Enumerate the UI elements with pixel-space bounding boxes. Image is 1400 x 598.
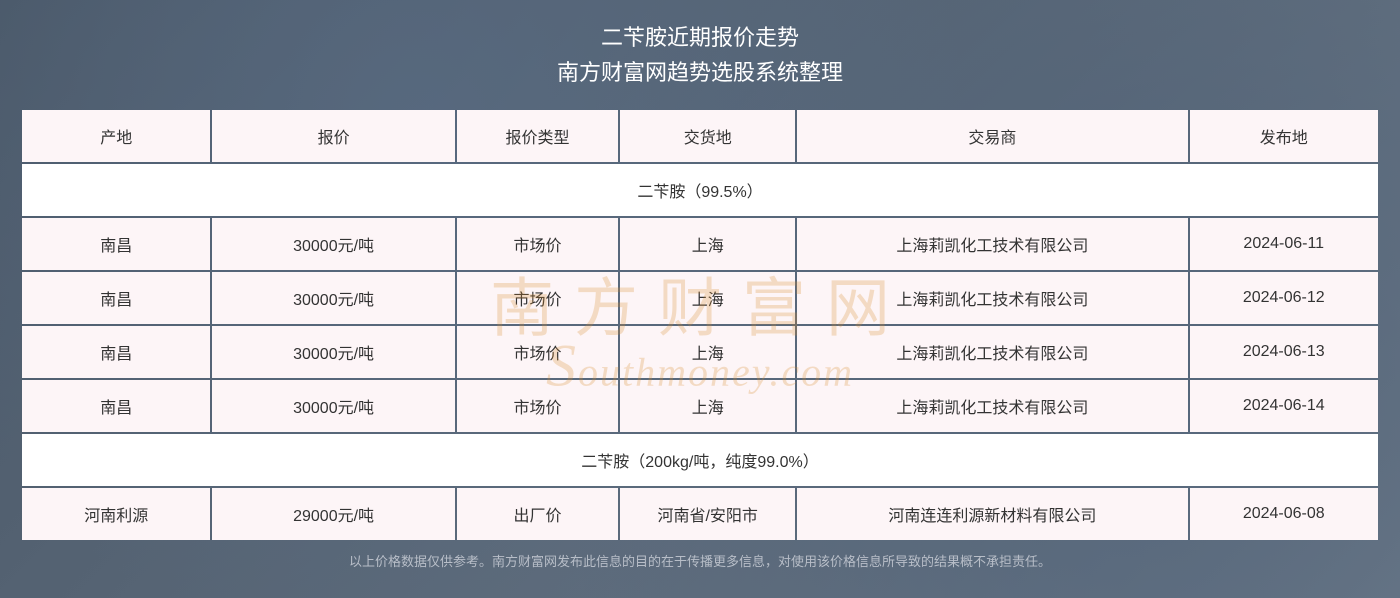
section-header-row: 二苄胺（200kg/吨，纯度99.0%） (22, 434, 1378, 486)
table-cell: 上海莉凯化工技术有限公司 (797, 326, 1187, 378)
table-cell: 市场价 (457, 380, 619, 432)
col-origin: 产地 (22, 110, 210, 162)
col-pubdate: 发布地 (1190, 110, 1378, 162)
col-pricetype: 报价类型 (457, 110, 619, 162)
page-container: 二苄胺近期报价走势 南方财富网趋势选股系统整理 产地 报价 报价类型 交货地 交… (0, 0, 1400, 582)
section-header-cell: 二苄胺（200kg/吨，纯度99.0%） (22, 434, 1378, 486)
table-row: 河南利源29000元/吨出厂价河南省/安阳市河南连连利源新材料有限公司2024-… (22, 488, 1378, 540)
table-cell: 上海 (620, 326, 795, 378)
table-cell: 市场价 (457, 218, 619, 270)
table-cell: 南昌 (22, 380, 210, 432)
table-cell: 南昌 (22, 218, 210, 270)
table-cell: 上海莉凯化工技术有限公司 (797, 272, 1187, 324)
table-cell: 2024-06-13 (1190, 326, 1378, 378)
table-cell: 2024-06-12 (1190, 272, 1378, 324)
col-price: 报价 (212, 110, 454, 162)
table-cell: 30000元/吨 (212, 218, 454, 270)
table-row: 南昌30000元/吨市场价上海上海莉凯化工技术有限公司2024-06-13 (22, 326, 1378, 378)
table-cell: 上海 (620, 218, 795, 270)
table-cell: 2024-06-14 (1190, 380, 1378, 432)
section-header-row: 二苄胺（99.5%） (22, 164, 1378, 216)
table-cell: 市场价 (457, 326, 619, 378)
table-cell: 29000元/吨 (212, 488, 454, 540)
section-header-cell: 二苄胺（99.5%） (22, 164, 1378, 216)
table-cell: 河南省/安阳市 (620, 488, 795, 540)
table-cell: 30000元/吨 (212, 380, 454, 432)
table-cell: 2024-06-11 (1190, 218, 1378, 270)
table-cell: 南昌 (22, 272, 210, 324)
table-cell: 河南连连利源新材料有限公司 (797, 488, 1187, 540)
table-cell: 上海莉凯化工技术有限公司 (797, 380, 1187, 432)
page-title: 二苄胺近期报价走势 (20, 20, 1380, 55)
table-row: 南昌30000元/吨市场价上海上海莉凯化工技术有限公司2024-06-11 (22, 218, 1378, 270)
table-cell: 上海 (620, 272, 795, 324)
table-cell: 30000元/吨 (212, 272, 454, 324)
col-trader: 交易商 (797, 110, 1187, 162)
title-block: 二苄胺近期报价走势 南方财富网趋势选股系统整理 (20, 20, 1380, 90)
table-row: 南昌30000元/吨市场价上海上海莉凯化工技术有限公司2024-06-14 (22, 380, 1378, 432)
table-cell: 河南利源 (22, 488, 210, 540)
table-cell: 出厂价 (457, 488, 619, 540)
table-row: 南昌30000元/吨市场价上海上海莉凯化工技术有限公司2024-06-12 (22, 272, 1378, 324)
table-cell: 上海 (620, 380, 795, 432)
table-cell: 2024-06-08 (1190, 488, 1378, 540)
table-cell: 30000元/吨 (212, 326, 454, 378)
table-body: 二苄胺（99.5%）南昌30000元/吨市场价上海上海莉凯化工技术有限公司202… (22, 164, 1378, 540)
table-cell: 上海莉凯化工技术有限公司 (797, 218, 1187, 270)
table-cell: 南昌 (22, 326, 210, 378)
disclaimer-text: 以上价格数据仅供参考。南方财富网发布此信息的目的在于传播更多信息，对使用该价格信… (20, 552, 1380, 572)
col-delivery: 交货地 (620, 110, 795, 162)
table-cell: 市场价 (457, 272, 619, 324)
page-subtitle: 南方财富网趋势选股系统整理 (20, 55, 1380, 90)
price-table: 产地 报价 报价类型 交货地 交易商 发布地 二苄胺（99.5%）南昌30000… (20, 108, 1380, 542)
table-header-row: 产地 报价 报价类型 交货地 交易商 发布地 (22, 110, 1378, 162)
